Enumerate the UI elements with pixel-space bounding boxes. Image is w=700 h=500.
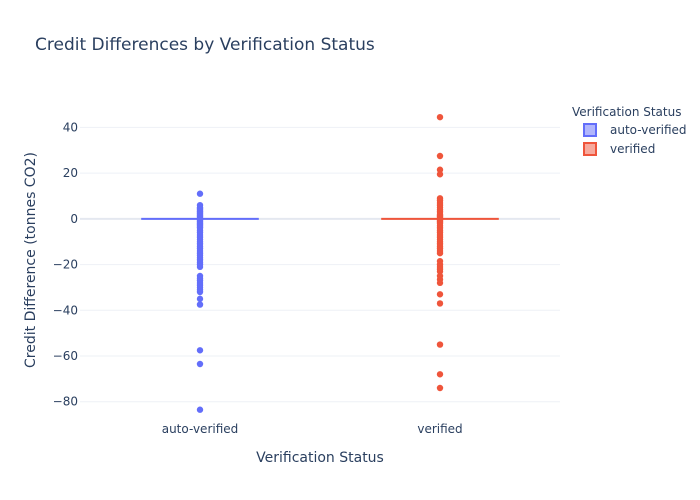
data-point — [196, 406, 204, 413]
y-tick-label: 0 — [70, 212, 78, 226]
data-point — [436, 166, 444, 173]
legend-title: Verification Status — [572, 105, 681, 119]
data-point — [196, 301, 204, 308]
data-point — [436, 291, 444, 298]
x-tick-label: auto-verified — [162, 422, 239, 436]
plot-marks — [141, 113, 499, 413]
legend-item-label[interactable]: auto-verified — [610, 123, 687, 137]
x-axis-title: Verification Status — [256, 450, 384, 466]
y-tick-label: −60 — [53, 349, 78, 363]
y-tick-label: −20 — [53, 258, 78, 272]
data-point — [196, 347, 204, 354]
y-tick-label: 40 — [63, 120, 78, 134]
data-point — [196, 360, 204, 368]
x-tick-labels: auto-verified verified — [162, 422, 463, 436]
grid-lines — [80, 126, 560, 403]
legend-swatch — [583, 123, 597, 137]
data-point — [196, 190, 204, 197]
chart-title: Credit Differences by Verification Statu… — [35, 35, 375, 55]
data-point — [436, 249, 444, 257]
legend-item-label[interactable]: verified — [610, 142, 655, 156]
data-point — [436, 371, 444, 378]
y-tick-label: 20 — [63, 166, 78, 180]
data-point — [436, 268, 444, 275]
data-point — [196, 295, 204, 303]
data-point — [436, 300, 444, 307]
data-point — [436, 384, 444, 392]
legend: Verification Status auto-verified verifie… — [572, 105, 687, 156]
y-axis-title: Credit Difference (tonnes CO2) — [23, 152, 39, 368]
data-point — [436, 279, 444, 287]
data-point — [436, 341, 444, 348]
y-tick-label: −40 — [53, 303, 78, 317]
data-point — [436, 113, 444, 121]
x-tick-label: verified — [417, 422, 462, 436]
data-point — [196, 263, 204, 271]
data-point — [196, 288, 204, 296]
y-tick-labels: 40 20 0 −20 −40 −60 −80 — [53, 120, 78, 408]
legend-swatch — [583, 142, 597, 156]
data-point — [436, 152, 444, 160]
y-tick-label: −80 — [53, 395, 78, 409]
data-point — [436, 171, 444, 178]
